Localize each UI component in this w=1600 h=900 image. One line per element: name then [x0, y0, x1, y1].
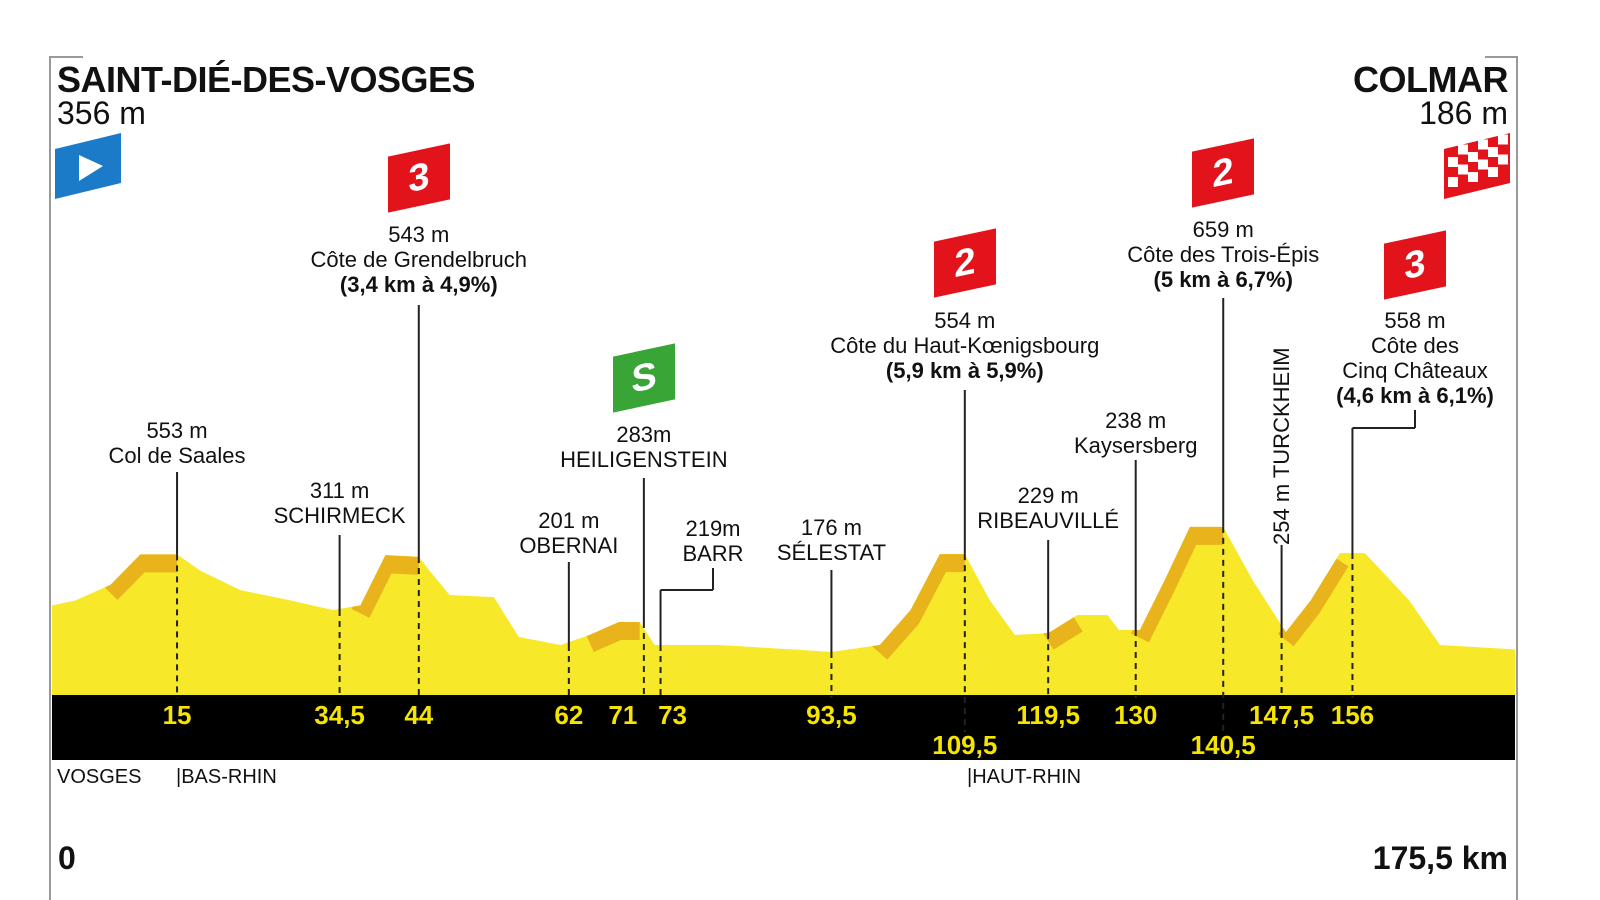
km-axis-bar: [52, 695, 1515, 760]
waypoint-label: 238 m Kaysersberg: [1074, 408, 1198, 458]
climb-detail: (4,6 km à 6,1%): [1336, 383, 1494, 408]
waypoint-name: Côte des Trois-Épis: [1127, 242, 1320, 267]
start-altitude: 356 m: [57, 95, 146, 131]
waypoint-name: Côte de Grendelbruch: [310, 247, 528, 272]
waypoint-label: 229 m RIBEAUVILLÉ: [977, 483, 1119, 533]
km-marker-label: 62: [554, 700, 584, 730]
waypoint-name: SÉLESTAT: [776, 540, 887, 565]
finish-city: COLMAR: [1353, 59, 1508, 100]
waypoint-name: Kaysersberg: [1073, 433, 1198, 458]
km-marker-label: 147,5: [1249, 700, 1315, 730]
climb-detail: (3,4 km à 4,9%): [339, 272, 498, 297]
waypoint-altitude: 229 m: [1017, 483, 1079, 508]
waypoint-altitude: 176 m: [800, 515, 862, 540]
km-marker-label: 34,5: [314, 700, 365, 730]
climb-detail: (5,9 km à 5,9%): [885, 358, 1044, 383]
climb-segment: [1130, 526, 1224, 643]
dept-vosges: VOSGES: [57, 766, 142, 788]
waypoint-label: 283m HEILIGENSTEIN: [560, 422, 727, 472]
climb-segment: [103, 552, 178, 600]
waypoint-name: OBERNAI: [519, 533, 619, 558]
waypoint-altitude: 238 m: [1105, 408, 1167, 433]
waypoint-name: BARR: [682, 541, 744, 566]
waypoint-label: 659 m Côte des Trois-Épis (5 km à 6,7%): [1127, 217, 1319, 292]
waypoint-altitude: 543 m: [388, 222, 450, 247]
km-marker-label: 73: [658, 700, 687, 730]
waypoint-altitude: 311 m: [309, 478, 370, 503]
km-marker-label: 109,5: [932, 730, 998, 760]
climb-segment: [585, 619, 640, 653]
waypoint-altitude: 283m: [616, 422, 672, 447]
waypoint-name: SCHIRMECK: [273, 503, 406, 528]
km-marker-label: 156: [1330, 700, 1375, 730]
waypoint-label: 554 m Côte du Haut-Kœnigsbourg (5,9 km à 5…: [830, 308, 1099, 383]
waypoint-label: 176 m SÉLESTAT: [777, 515, 886, 565]
climb-segment: [1042, 614, 1083, 650]
waypoint-label: 558 m Côte des Cinq Châteaux (4,6 km à 6,1…: [1336, 308, 1494, 408]
waypoint-label: 311 m SCHIRMECK: [274, 478, 406, 528]
waypoint-label: 553 m Col de Saales: [109, 418, 246, 468]
total-distance: 175,5 km: [1372, 840, 1508, 876]
km-marker-label: 44: [404, 700, 434, 730]
km-marker-label: 119,5: [1016, 700, 1080, 730]
climb-segment: [1277, 555, 1349, 647]
waypoint-name: Côte des Cinq Châteaux: [1342, 333, 1488, 383]
climb-segment: [351, 552, 420, 618]
start-city: SAINT-DIÉ-DES-VOSGES: [57, 59, 476, 100]
start-flag-icon: [55, 133, 121, 199]
dept-bas-rhin: |BAS-RHIN: [176, 766, 277, 788]
waypoint-label: 201 m OBERNAI: [519, 508, 618, 558]
start-km: 0: [58, 840, 76, 876]
waypoint-name: Côte du Haut-Kœnigsbourg: [830, 333, 1100, 358]
waypoint-name: RIBEAUVILLÉ: [977, 508, 1120, 533]
finish-flag-icon: [1444, 133, 1510, 199]
waypoint-label: 543 m Côte de Grendelbruch (3,4 km à 4,9%): [311, 222, 527, 297]
km-marker-label: 93,5: [806, 700, 857, 730]
waypoint-altitude: 201 m: [538, 508, 600, 533]
climb-segment: [872, 552, 965, 660]
km-marker-label: 130: [1114, 700, 1158, 730]
dept-haut-rhin: |HAUT-RHIN: [967, 766, 1082, 788]
waypoint-label: 219m BARR: [682, 516, 743, 566]
km-marker-label: 140,5: [1190, 730, 1256, 760]
waypoint-name: Col de Saales: [108, 443, 246, 468]
finish-altitude: 186 m: [1419, 95, 1508, 131]
km-marker-label: 71: [608, 700, 638, 730]
waypoint-label: 254 m TURCKHEIM: [1268, 347, 1294, 545]
waypoint-altitude: 219m: [685, 516, 741, 541]
waypoint-name: HEILIGENSTEIN: [560, 447, 728, 472]
waypoint-altitude: 659 m: [1192, 217, 1254, 242]
waypoint-altitude: 558 m: [1384, 308, 1446, 333]
waypoint-altitude: 553 m: [146, 418, 208, 443]
waypoint-altitude: 554 m: [934, 308, 996, 333]
km-marker-label: 15: [162, 700, 192, 730]
frame-border: [49, 56, 1518, 900]
climb-detail: (5 km à 6,7%): [1153, 267, 1293, 292]
